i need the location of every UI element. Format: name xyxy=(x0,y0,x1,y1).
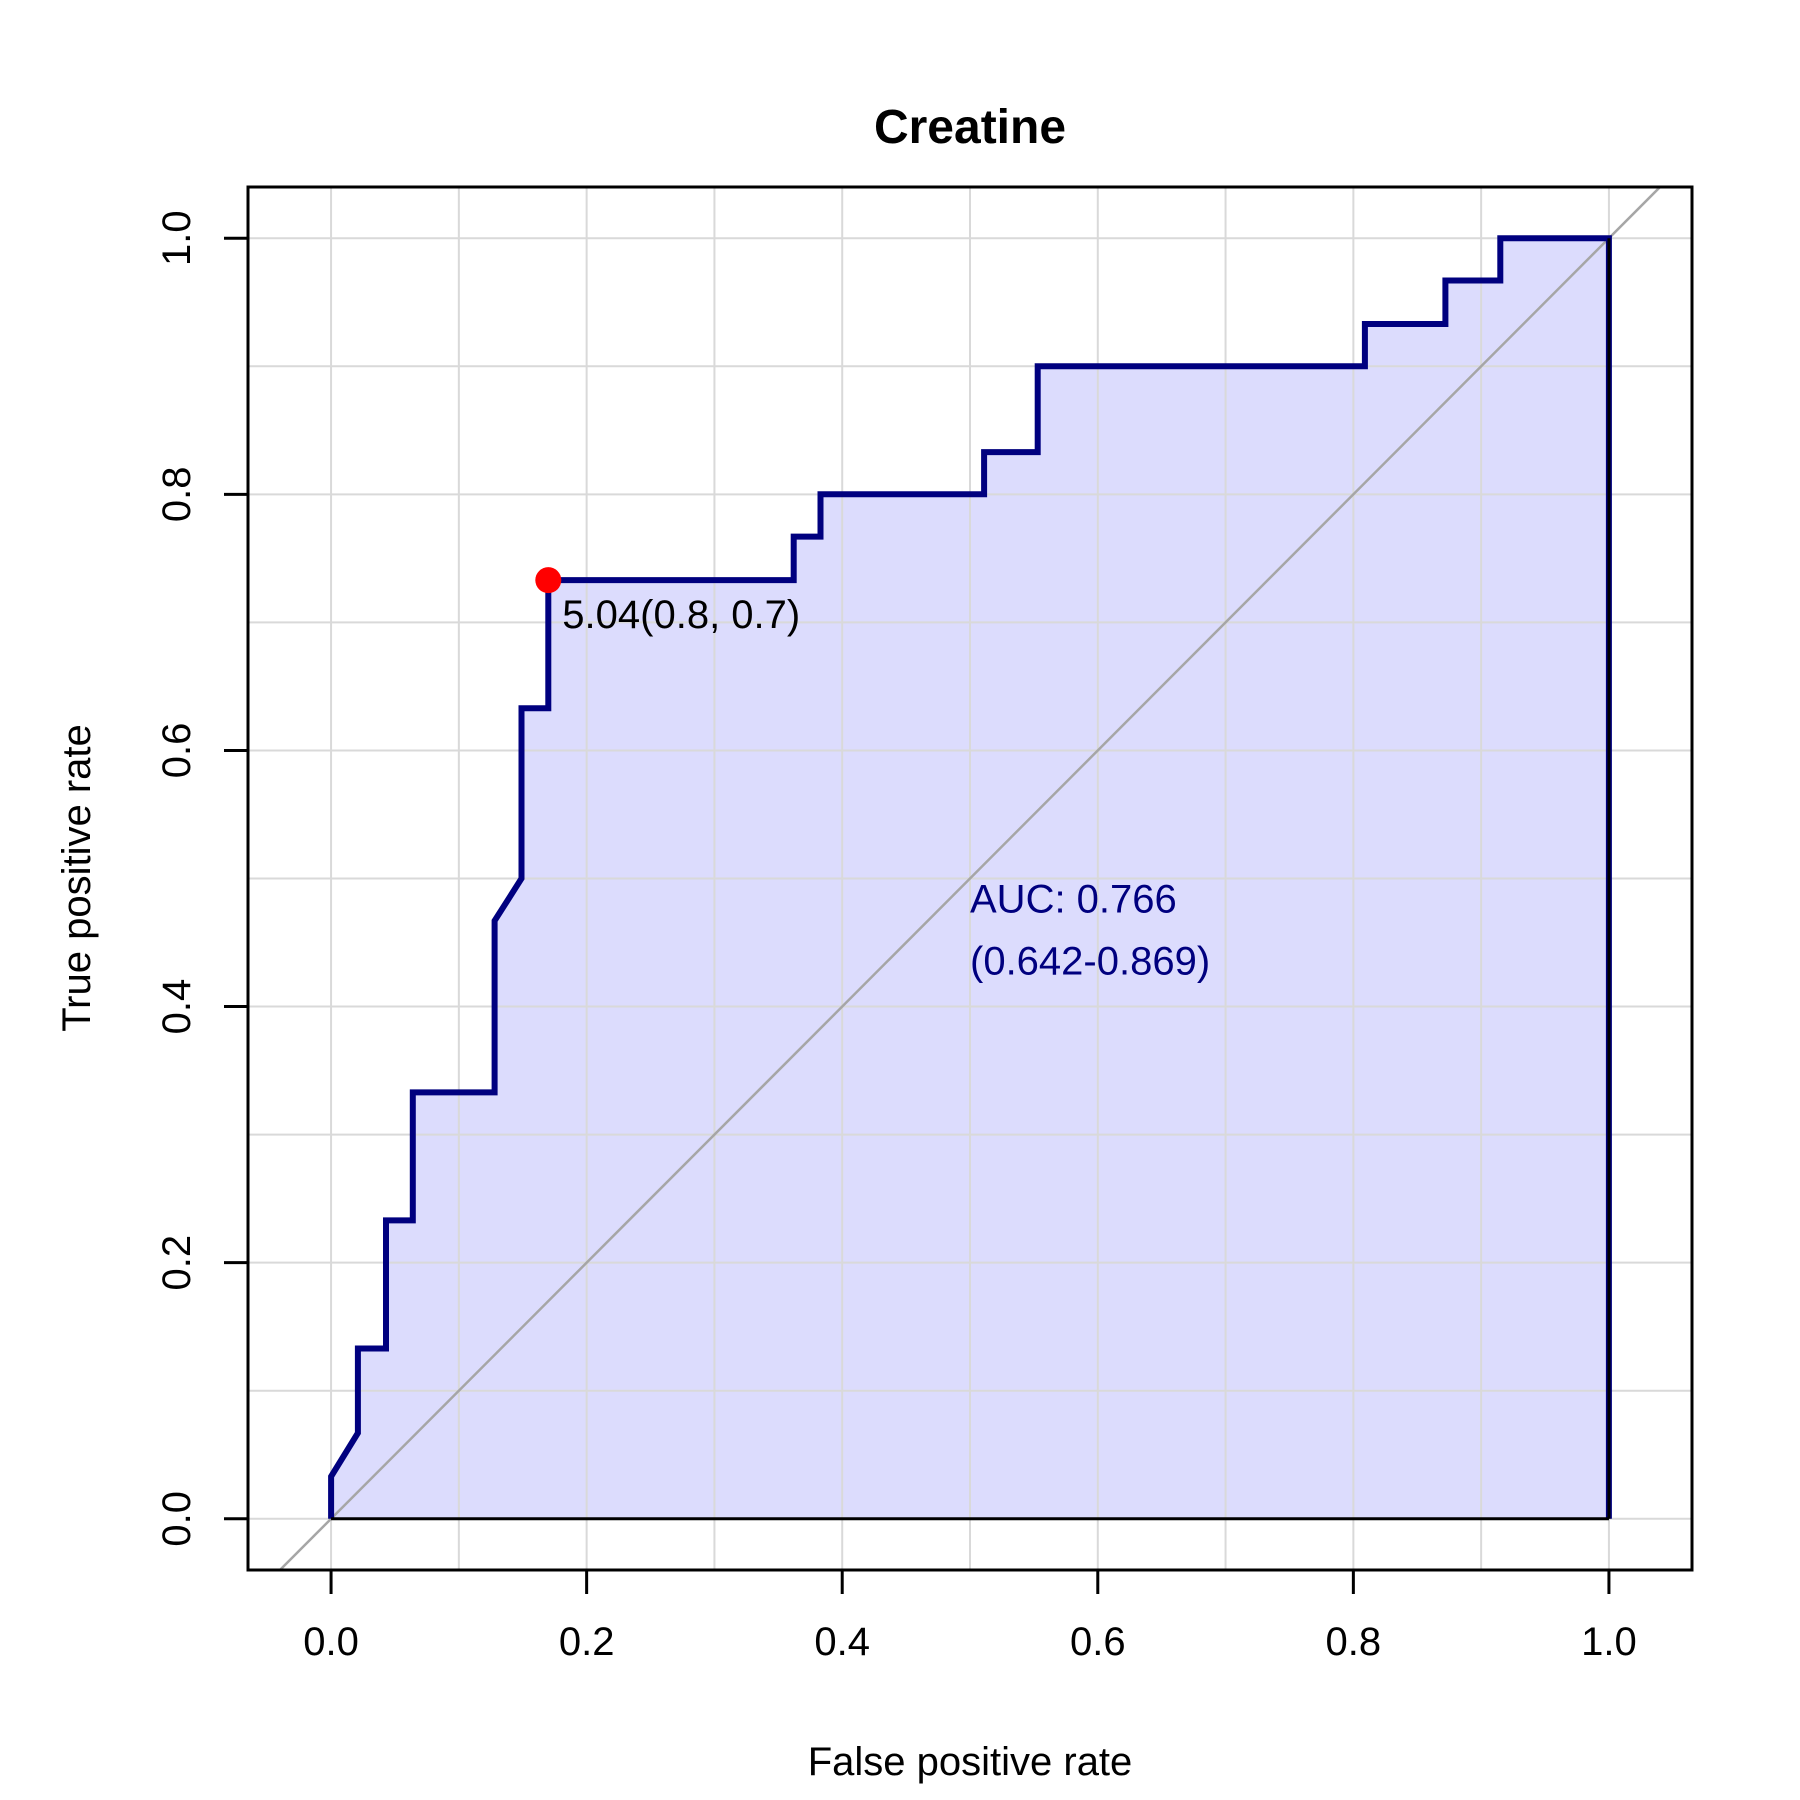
auc-label: AUC: 0.766 xyxy=(970,878,1177,922)
plot-frame xyxy=(246,185,1694,1572)
auc-ci-label: (0.642-0.869) xyxy=(970,940,1210,984)
y-tick-label: 0.4 xyxy=(155,979,199,1035)
best-threshold-label: 5.04(0.8, 0.7) xyxy=(562,593,800,637)
y-tick-label: 0.8 xyxy=(155,467,199,523)
diagonal-reference-line xyxy=(278,187,1662,1570)
y-tick-label: 0.6 xyxy=(155,723,199,779)
y-axis-label: True positive rate xyxy=(55,724,99,1032)
roc-curve-line xyxy=(328,235,1612,1519)
chart-title: Creatine xyxy=(874,101,1066,154)
x-tick-label: 0.2 xyxy=(559,1620,615,1664)
x-tick-label: 0.0 xyxy=(303,1620,359,1664)
x-tick-label: 1.0 xyxy=(1581,1620,1637,1664)
x-tick-label: 0.8 xyxy=(1326,1620,1382,1664)
plot-area: 5.04(0.8, 0.7) AUC: 0.766 (0.642-0.869) 0.0… xyxy=(155,185,1694,1664)
x-axis-label: False positive rate xyxy=(808,1740,1133,1784)
best-threshold-point xyxy=(535,567,562,594)
x-tick-label: 0.4 xyxy=(814,1620,870,1664)
x-tick-label: 0.6 xyxy=(1070,1620,1126,1664)
y-tick-label: 0.0 xyxy=(155,1491,199,1547)
y-tick-label: 1.0 xyxy=(155,210,199,266)
y-tick-label: 0.2 xyxy=(155,1235,199,1291)
